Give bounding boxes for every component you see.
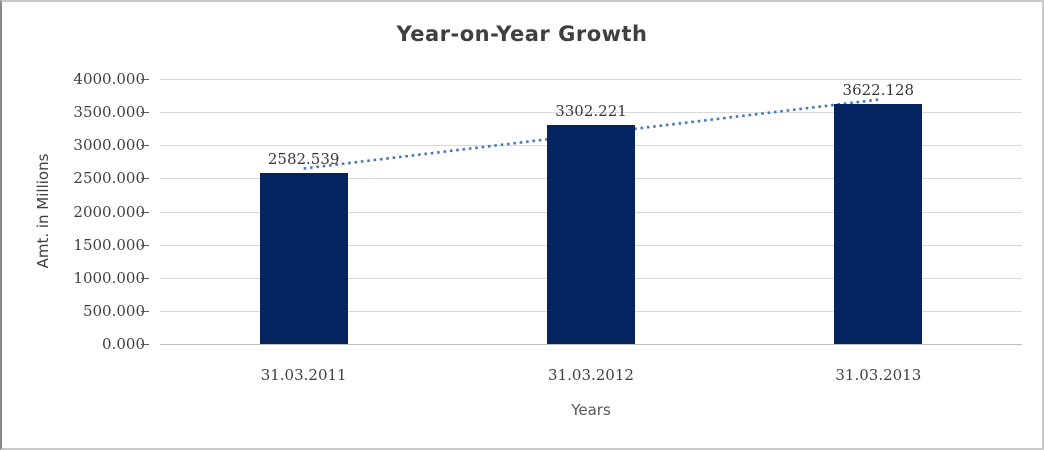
y-tick-label: 0.000	[102, 335, 145, 353]
y-axis-tick	[141, 79, 149, 80]
bar-31.03.2011	[259, 172, 348, 344]
bar-31.03.2013	[834, 104, 923, 344]
y-axis-tick	[141, 310, 149, 312]
y-axis-tick	[141, 211, 149, 213]
x-axis-line	[160, 344, 1022, 345]
x-tick-label: 31.03.2012	[548, 366, 634, 384]
bar-31.03.2012	[547, 125, 635, 344]
y-axis-tick	[141, 112, 149, 114]
y-tick-label: 4000.000	[73, 70, 145, 88]
y-tick-label: 500.000	[82, 301, 145, 320]
y-axis-tick	[141, 145, 149, 147]
x-tick-label: 31.03.2013	[835, 366, 922, 384]
x-tick-label: 31.03.2011	[260, 366, 347, 384]
gridline	[160, 79, 1022, 80]
y-tick-label: 2500.000	[73, 169, 145, 188]
y-tick-label: 3000.000	[73, 136, 145, 155]
data-label: 3302.221	[555, 102, 627, 121]
y-axis-tick	[141, 344, 149, 345]
y-axis-tick	[141, 277, 149, 279]
chart-title: Year-on-Year Growth	[396, 22, 648, 46]
y-axis-tick	[141, 178, 149, 180]
y-tick-label: 1000.000	[73, 268, 145, 287]
y-tick-label: 1500.000	[73, 235, 145, 254]
data-label: 2582.539	[267, 149, 340, 168]
x-axis-title: Years	[571, 401, 611, 419]
y-tick-label: 3500.000	[73, 103, 145, 122]
y-axis-tick	[141, 244, 149, 246]
data-label: 3622.128	[842, 81, 915, 100]
y-tick-label: 2000.000	[73, 202, 145, 221]
